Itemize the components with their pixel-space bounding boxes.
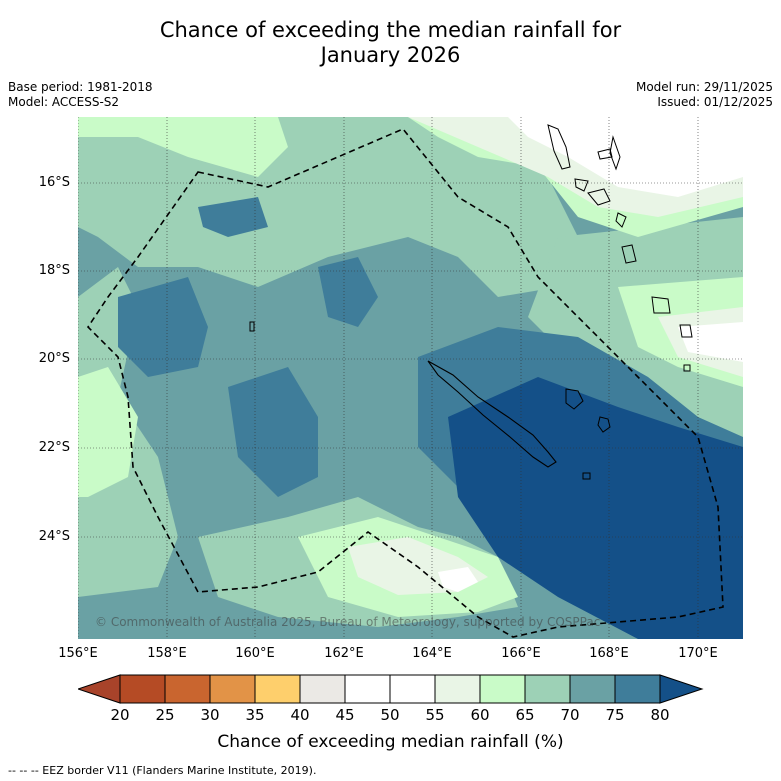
zone-60-65-west [78,367,138,497]
colorbar-bin-75-80 [614,674,661,704]
colorbar-tick-60: 60 [470,706,490,724]
chart-title: Chance of exceeding the median rainfall … [0,18,781,68]
eez-footnote: -- -- -- EEZ border V11 (Flanders Marine… [8,764,317,777]
lat-label-24s: 24°S [38,529,70,544]
colorbar-tick-20: 20 [110,706,130,724]
colorbar-extend-low [78,674,121,704]
colorbar-bin-30-35 [209,674,256,704]
colorbar-bin-50-55 [389,674,436,704]
lon-label-156e: 156°E [58,646,98,661]
colorbar-label: Chance of exceeding median rainfall (%) [217,732,564,752]
colorbar-tick-40: 40 [290,706,310,724]
colorbar-bin-55-60 [434,674,481,704]
colorbar [78,674,704,704]
lon-label-162e: 162°E [324,646,364,661]
zone-75-80-north-center [318,257,378,327]
eez-border [86,128,724,638]
new-caledonia-island [427,360,557,468]
colorbar-extend-high [659,674,704,704]
meta-right: Model run: 29/11/2025 Issued: 01/12/2025 [636,80,773,110]
title-line-2: January 2026 [320,43,461,67]
vanuatu-islands [547,124,693,372]
colorbar-tick-55: 55 [425,706,445,724]
colorbar-bin-65-70 [524,674,571,704]
isle-of-pines [582,472,591,480]
meta-left: Base period: 1981-2018 Model: ACCESS-S2 [8,80,153,110]
lon-label-170e: 170°E [678,646,718,661]
base-period: Base period: 1981-2018 [8,80,153,94]
zone-50-55-south [438,567,478,592]
loyalty-island-1 [565,388,584,410]
colorbar-bin-40-45 [299,674,346,704]
zone-60-65-north [78,117,288,177]
colorbar-tick-30: 30 [200,706,220,724]
rainfall-map [78,117,743,639]
colorbar-tick-35: 35 [245,706,265,724]
small-island-west [249,321,255,332]
colorbar-bin-20-25 [119,674,166,704]
colorbar-tick-45: 45 [335,706,355,724]
colorbar-tick-25: 25 [155,706,175,724]
zone-50-55-northeast [508,117,743,197]
lon-label-160e: 160°E [235,646,275,661]
lon-label-166e: 166°E [501,646,541,661]
map-gridlines [78,117,743,639]
colorbar-bin-25-30 [164,674,211,704]
model-run: Model run: 29/11/2025 [635,80,773,94]
zone-50-55-east [678,322,743,362]
issued-date: Issued: 01/12/2025 [657,95,773,109]
lat-label-16s: 16°S [38,175,70,190]
lon-label-168e: 168°E [589,646,629,661]
zone-65-70-north [78,117,578,297]
colorbar-bin-60-65 [479,674,526,704]
copyright-notice: © Commonwealth of Australia 2025, Bureau… [95,615,601,629]
title-line-1: Chance of exceeding the median rainfall … [159,18,622,42]
colorbar-bin-45-50 [344,674,391,704]
colorbar-tick-70: 70 [560,706,580,724]
lon-label-164e: 164°E [412,646,452,661]
model-name: Model: ACCESS-S2 [8,95,120,109]
lat-label-22s: 22°S [38,440,70,455]
zone-75-80-small [198,197,268,237]
colorbar-tick-50: 50 [380,706,400,724]
zone-75-80-center [228,367,318,497]
lat-label-20s: 20°S [38,351,70,366]
colorbar-bin-35-40 [254,674,301,704]
zone-80-plus [448,377,743,639]
colorbar-bin-70-75 [569,674,616,704]
lon-label-158e: 158°E [147,646,187,661]
colorbar-tick-80: 80 [650,706,670,724]
loyalty-island-2 [597,416,611,433]
zone-75-80-west [118,277,208,377]
colorbar-tick-65: 65 [515,706,535,724]
lat-label-18s: 18°S [38,263,70,278]
colorbar-tick-75: 75 [605,706,625,724]
